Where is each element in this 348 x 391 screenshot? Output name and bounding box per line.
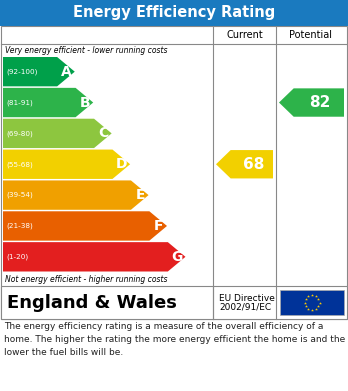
Text: The energy efficiency rating is a measure of the overall efficiency of a home. T: The energy efficiency rating is a measur… <box>4 322 345 357</box>
Bar <box>1 26 347 319</box>
Text: F: F <box>154 219 163 233</box>
Polygon shape <box>3 150 130 179</box>
Polygon shape <box>3 242 185 271</box>
Polygon shape <box>216 150 273 178</box>
Text: England & Wales: England & Wales <box>7 294 177 312</box>
Text: G: G <box>171 250 183 264</box>
Text: Current: Current <box>226 30 263 40</box>
Text: 82: 82 <box>310 95 331 110</box>
Polygon shape <box>279 88 344 117</box>
Text: 2002/91/EC: 2002/91/EC <box>219 302 271 311</box>
Text: (92-100): (92-100) <box>6 68 37 75</box>
Text: 68: 68 <box>243 157 264 172</box>
Bar <box>280 290 344 315</box>
Text: (69-80): (69-80) <box>6 130 33 136</box>
Text: Energy Efficiency Rating: Energy Efficiency Rating <box>73 5 275 20</box>
Polygon shape <box>3 211 167 240</box>
Text: E: E <box>135 188 145 202</box>
Polygon shape <box>3 57 75 86</box>
Text: Not energy efficient - higher running costs: Not energy efficient - higher running co… <box>5 275 167 284</box>
Text: (21-38): (21-38) <box>6 223 33 229</box>
Bar <box>1 286 347 319</box>
Text: (55-68): (55-68) <box>6 161 33 167</box>
Polygon shape <box>3 119 112 148</box>
Text: D: D <box>116 157 127 171</box>
Text: B: B <box>79 95 90 109</box>
Text: EU Directive: EU Directive <box>219 294 275 303</box>
Text: (39-54): (39-54) <box>6 192 33 198</box>
Text: C: C <box>98 126 108 140</box>
Text: (81-91): (81-91) <box>6 99 33 106</box>
Polygon shape <box>3 88 93 117</box>
Polygon shape <box>3 180 149 210</box>
Text: Very energy efficient - lower running costs: Very energy efficient - lower running co… <box>5 46 167 55</box>
Text: Potential: Potential <box>290 30 332 40</box>
Text: A: A <box>61 65 72 79</box>
Bar <box>0 0 348 26</box>
Text: (1-20): (1-20) <box>6 254 28 260</box>
